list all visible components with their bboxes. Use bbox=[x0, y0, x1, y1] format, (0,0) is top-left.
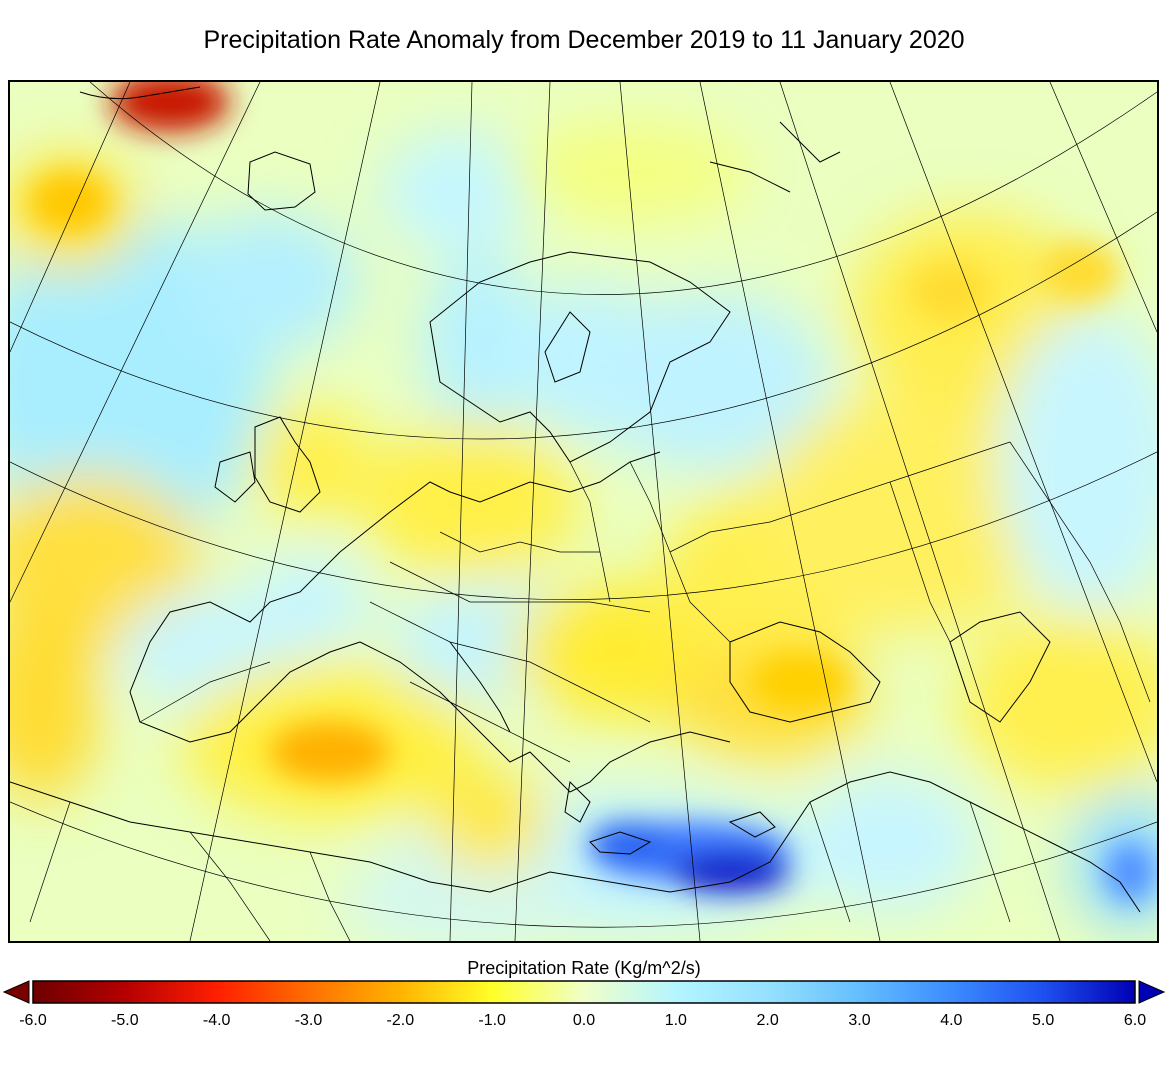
colorbar-tick-label: -1.0 bbox=[478, 1012, 506, 1029]
anomaly-field bbox=[10, 82, 1157, 941]
map-canvas bbox=[10, 82, 1157, 941]
colorbar-tick-label: -3.0 bbox=[294, 1012, 323, 1029]
map-panel[interactable] bbox=[8, 80, 1159, 943]
colorbar-label: Precipitation Rate (Kg/m^2/s) bbox=[467, 958, 701, 978]
graticule bbox=[10, 82, 1157, 941]
colorbar-tick-label: 1.0 bbox=[664, 1012, 687, 1029]
colorbar-tick-label: -5.0 bbox=[111, 1012, 139, 1029]
colorbar-tick-label: 0.0 bbox=[572, 1012, 596, 1029]
coastlines bbox=[10, 86, 1141, 913]
map-title: Precipitation Rate Anomaly from December… bbox=[203, 26, 965, 54]
colorbar-tick-label: 4.0 bbox=[940, 1012, 963, 1029]
colorbar-under-arrow bbox=[2, 980, 30, 1004]
colorbar-ramp bbox=[32, 980, 1136, 1004]
colorbar-tick-label: -4.0 bbox=[202, 1012, 231, 1029]
country-borders bbox=[29, 441, 1151, 941]
colorbar-tick-label: 6.0 bbox=[1123, 1012, 1147, 1029]
colorbar-tick-label: 5.0 bbox=[1032, 1012, 1055, 1029]
colorbar-tick-label: -6.0 bbox=[19, 1012, 47, 1029]
colorbar-tick-label: 2.0 bbox=[756, 1012, 779, 1029]
colorbar-over-arrow bbox=[1138, 980, 1166, 1004]
colorbar-tick-label: 3.0 bbox=[848, 1012, 871, 1029]
colorbar bbox=[2, 980, 1166, 1004]
colorbar-tick-label: -2.0 bbox=[386, 1012, 415, 1029]
